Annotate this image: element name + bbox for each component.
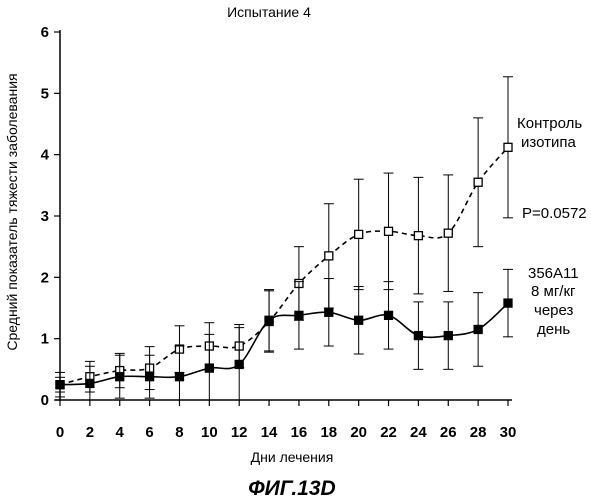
x-tick-label: 6 (145, 424, 153, 441)
data-point (56, 381, 64, 389)
chart-title: Испытание 4 (227, 4, 311, 20)
data-point (325, 308, 333, 316)
series-layer (55, 77, 513, 400)
data-point (414, 332, 422, 340)
series-control-isotype (55, 77, 513, 392)
y-tick-label: 2 (41, 269, 49, 286)
x-tick-label: 14 (261, 424, 278, 441)
x-tick-label: 10 (201, 424, 218, 441)
x-tick-label: 22 (380, 424, 397, 441)
treatment-label-line3: через (534, 302, 574, 319)
data-point (235, 360, 243, 368)
x-tick-label: 24 (410, 424, 427, 441)
data-point (474, 178, 482, 186)
x-ticks: 024681012141618202224262830 (56, 400, 517, 441)
y-axis-label: Средний показатель тяжести заболевания (4, 73, 20, 350)
data-point (444, 229, 452, 237)
data-point (355, 230, 363, 238)
treatment-label-line2: 8 мг/кг (531, 283, 576, 300)
x-tick-label: 28 (470, 424, 487, 441)
control-label-line1: Контроль (517, 115, 582, 132)
data-point (146, 373, 154, 381)
treatment-label-line4: день (537, 321, 570, 338)
y-ticks: 0 1 2 3 4 5 6 (41, 24, 60, 409)
series-line (60, 147, 508, 384)
treatment-label-line1: 356A11 (528, 265, 579, 282)
x-tick-label: 20 (350, 424, 367, 441)
x-tick-label: 16 (291, 424, 308, 441)
x-tick-label: 2 (86, 424, 94, 441)
data-point (385, 311, 393, 319)
series-356a11 (55, 269, 513, 400)
data-point (504, 299, 512, 307)
data-point (265, 316, 273, 324)
data-point (355, 316, 363, 324)
data-point (116, 373, 124, 381)
p-value-label: P=0.0572 (522, 205, 587, 222)
x-tick-label: 12 (231, 424, 248, 441)
data-point (325, 252, 333, 260)
x-tick-label: 0 (56, 424, 64, 441)
data-point (444, 332, 452, 340)
data-point (86, 379, 94, 387)
figure-label: ФИГ.13D (248, 477, 335, 500)
x-tick-label: 4 (116, 424, 125, 441)
data-point (414, 232, 422, 240)
data-point (175, 373, 183, 381)
x-tick-label: 30 (500, 424, 517, 441)
data-point (205, 364, 213, 372)
x-tick-label: 8 (175, 424, 183, 441)
data-point (295, 311, 303, 319)
y-tick-label: 4 (41, 147, 50, 164)
series-line (60, 303, 508, 385)
x-tick-label: 26 (440, 424, 457, 441)
y-tick-label: 1 (41, 331, 49, 348)
data-point (474, 325, 482, 333)
y-tick-label: 3 (41, 208, 49, 225)
x-tick-label: 18 (320, 424, 337, 441)
data-point (504, 143, 512, 151)
data-point (385, 227, 393, 235)
y-tick-label: 0 (41, 392, 49, 409)
y-tick-label: 5 (41, 85, 49, 102)
control-label-line2: изотипа (521, 134, 576, 151)
x-axis-label: Дни лечения (251, 449, 334, 465)
y-tick-label: 6 (41, 24, 49, 41)
